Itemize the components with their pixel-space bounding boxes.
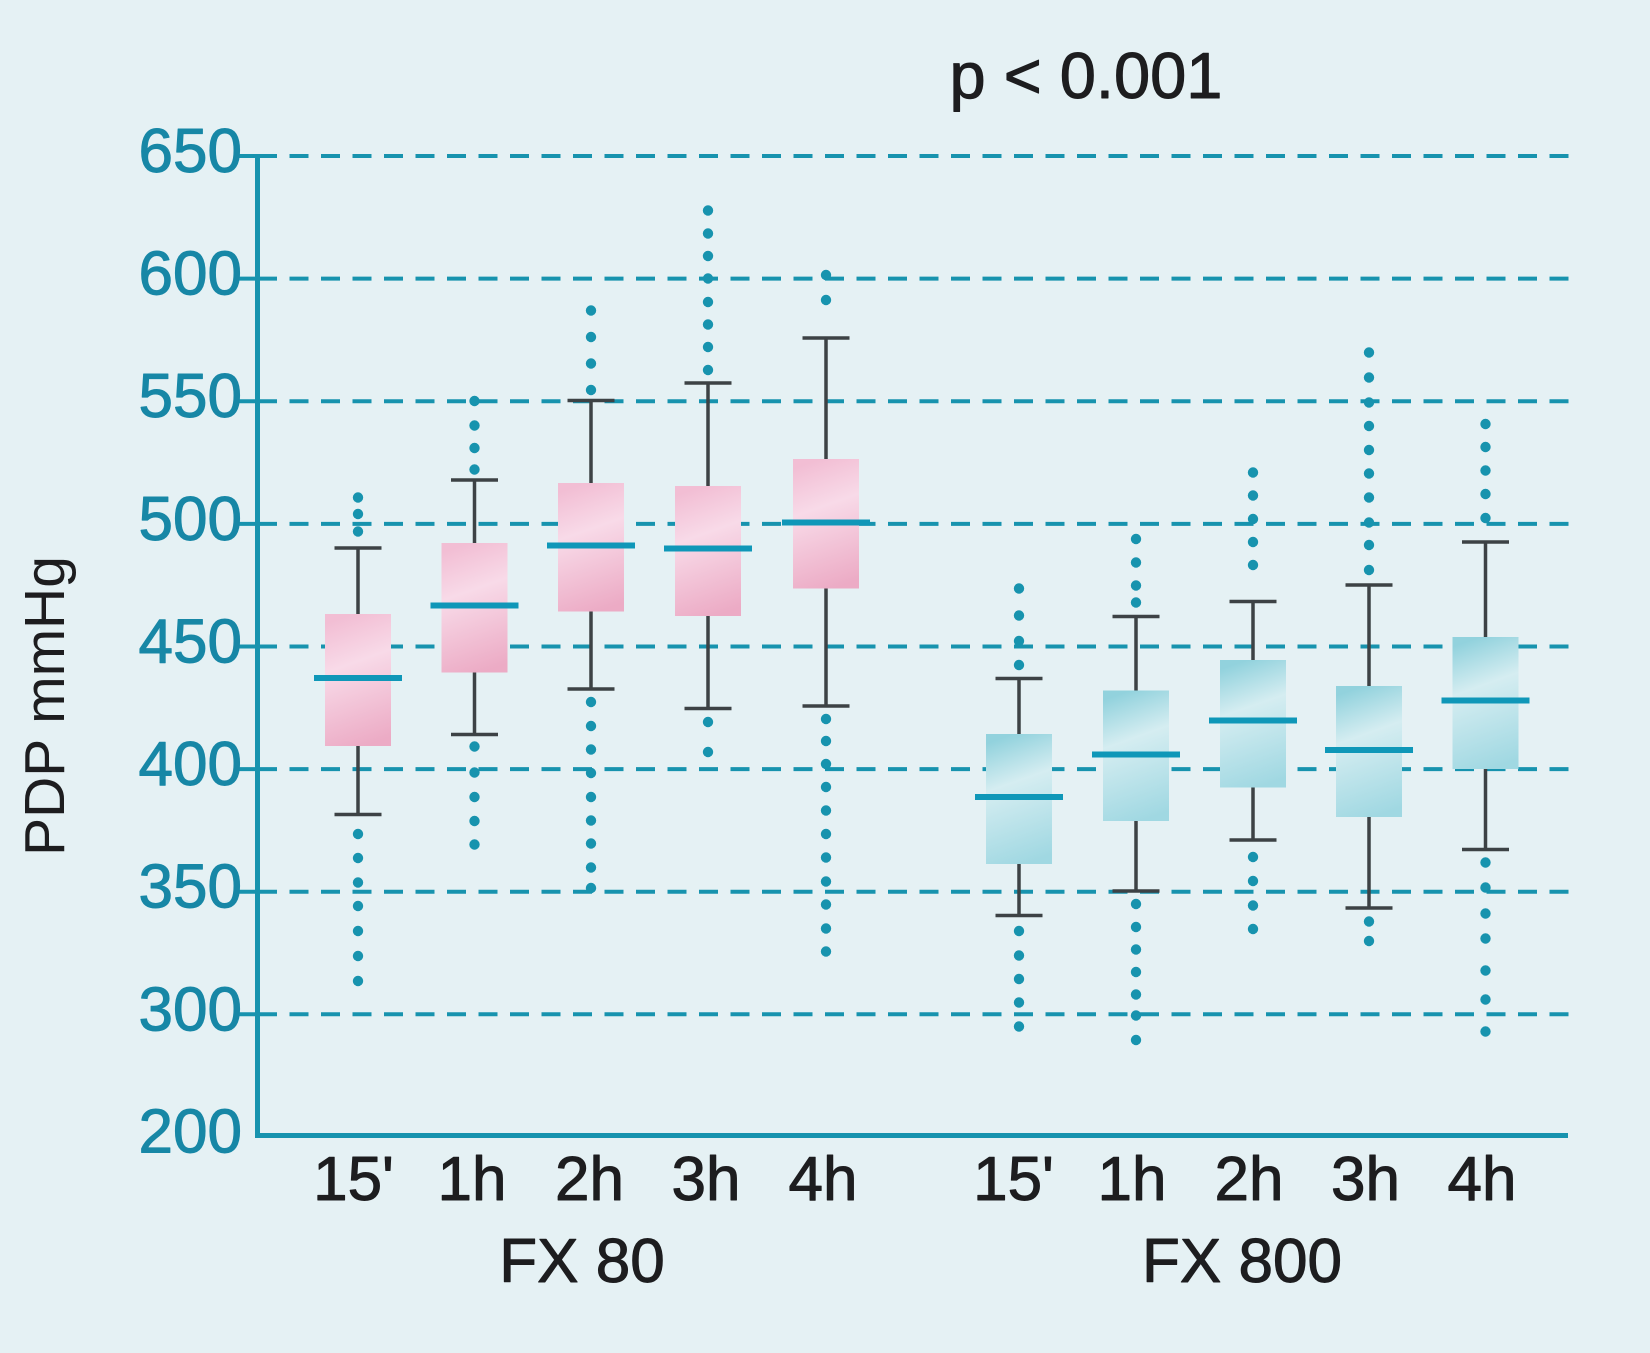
svg-text:3h: 3h: [672, 1145, 741, 1214]
svg-text:300: 300: [139, 975, 242, 1044]
svg-text:1h: 1h: [1098, 1145, 1167, 1214]
svg-text:350: 350: [139, 853, 242, 922]
svg-text:600: 600: [139, 240, 242, 309]
svg-text:3h: 3h: [1331, 1145, 1400, 1214]
svg-text:650: 650: [139, 117, 242, 186]
svg-text:2h: 2h: [555, 1145, 624, 1214]
svg-text:1h: 1h: [438, 1145, 507, 1214]
svg-text:400: 400: [139, 730, 242, 799]
svg-text:450: 450: [139, 608, 242, 677]
svg-text:15': 15': [973, 1145, 1054, 1214]
svg-text:PDP mmHg: PDP mmHg: [13, 556, 77, 856]
svg-text:4h: 4h: [1448, 1145, 1517, 1214]
svg-text:FX 80: FX 80: [499, 1227, 664, 1296]
svg-text:15': 15': [313, 1145, 394, 1214]
svg-text:500: 500: [139, 485, 242, 554]
svg-text:FX 800: FX 800: [1142, 1227, 1342, 1296]
svg-text:550: 550: [139, 362, 242, 431]
svg-text:4h: 4h: [789, 1145, 858, 1214]
svg-text:200: 200: [139, 1098, 242, 1167]
svg-text:p < 0.001: p < 0.001: [950, 39, 1223, 112]
svg-text:2h: 2h: [1215, 1145, 1284, 1214]
